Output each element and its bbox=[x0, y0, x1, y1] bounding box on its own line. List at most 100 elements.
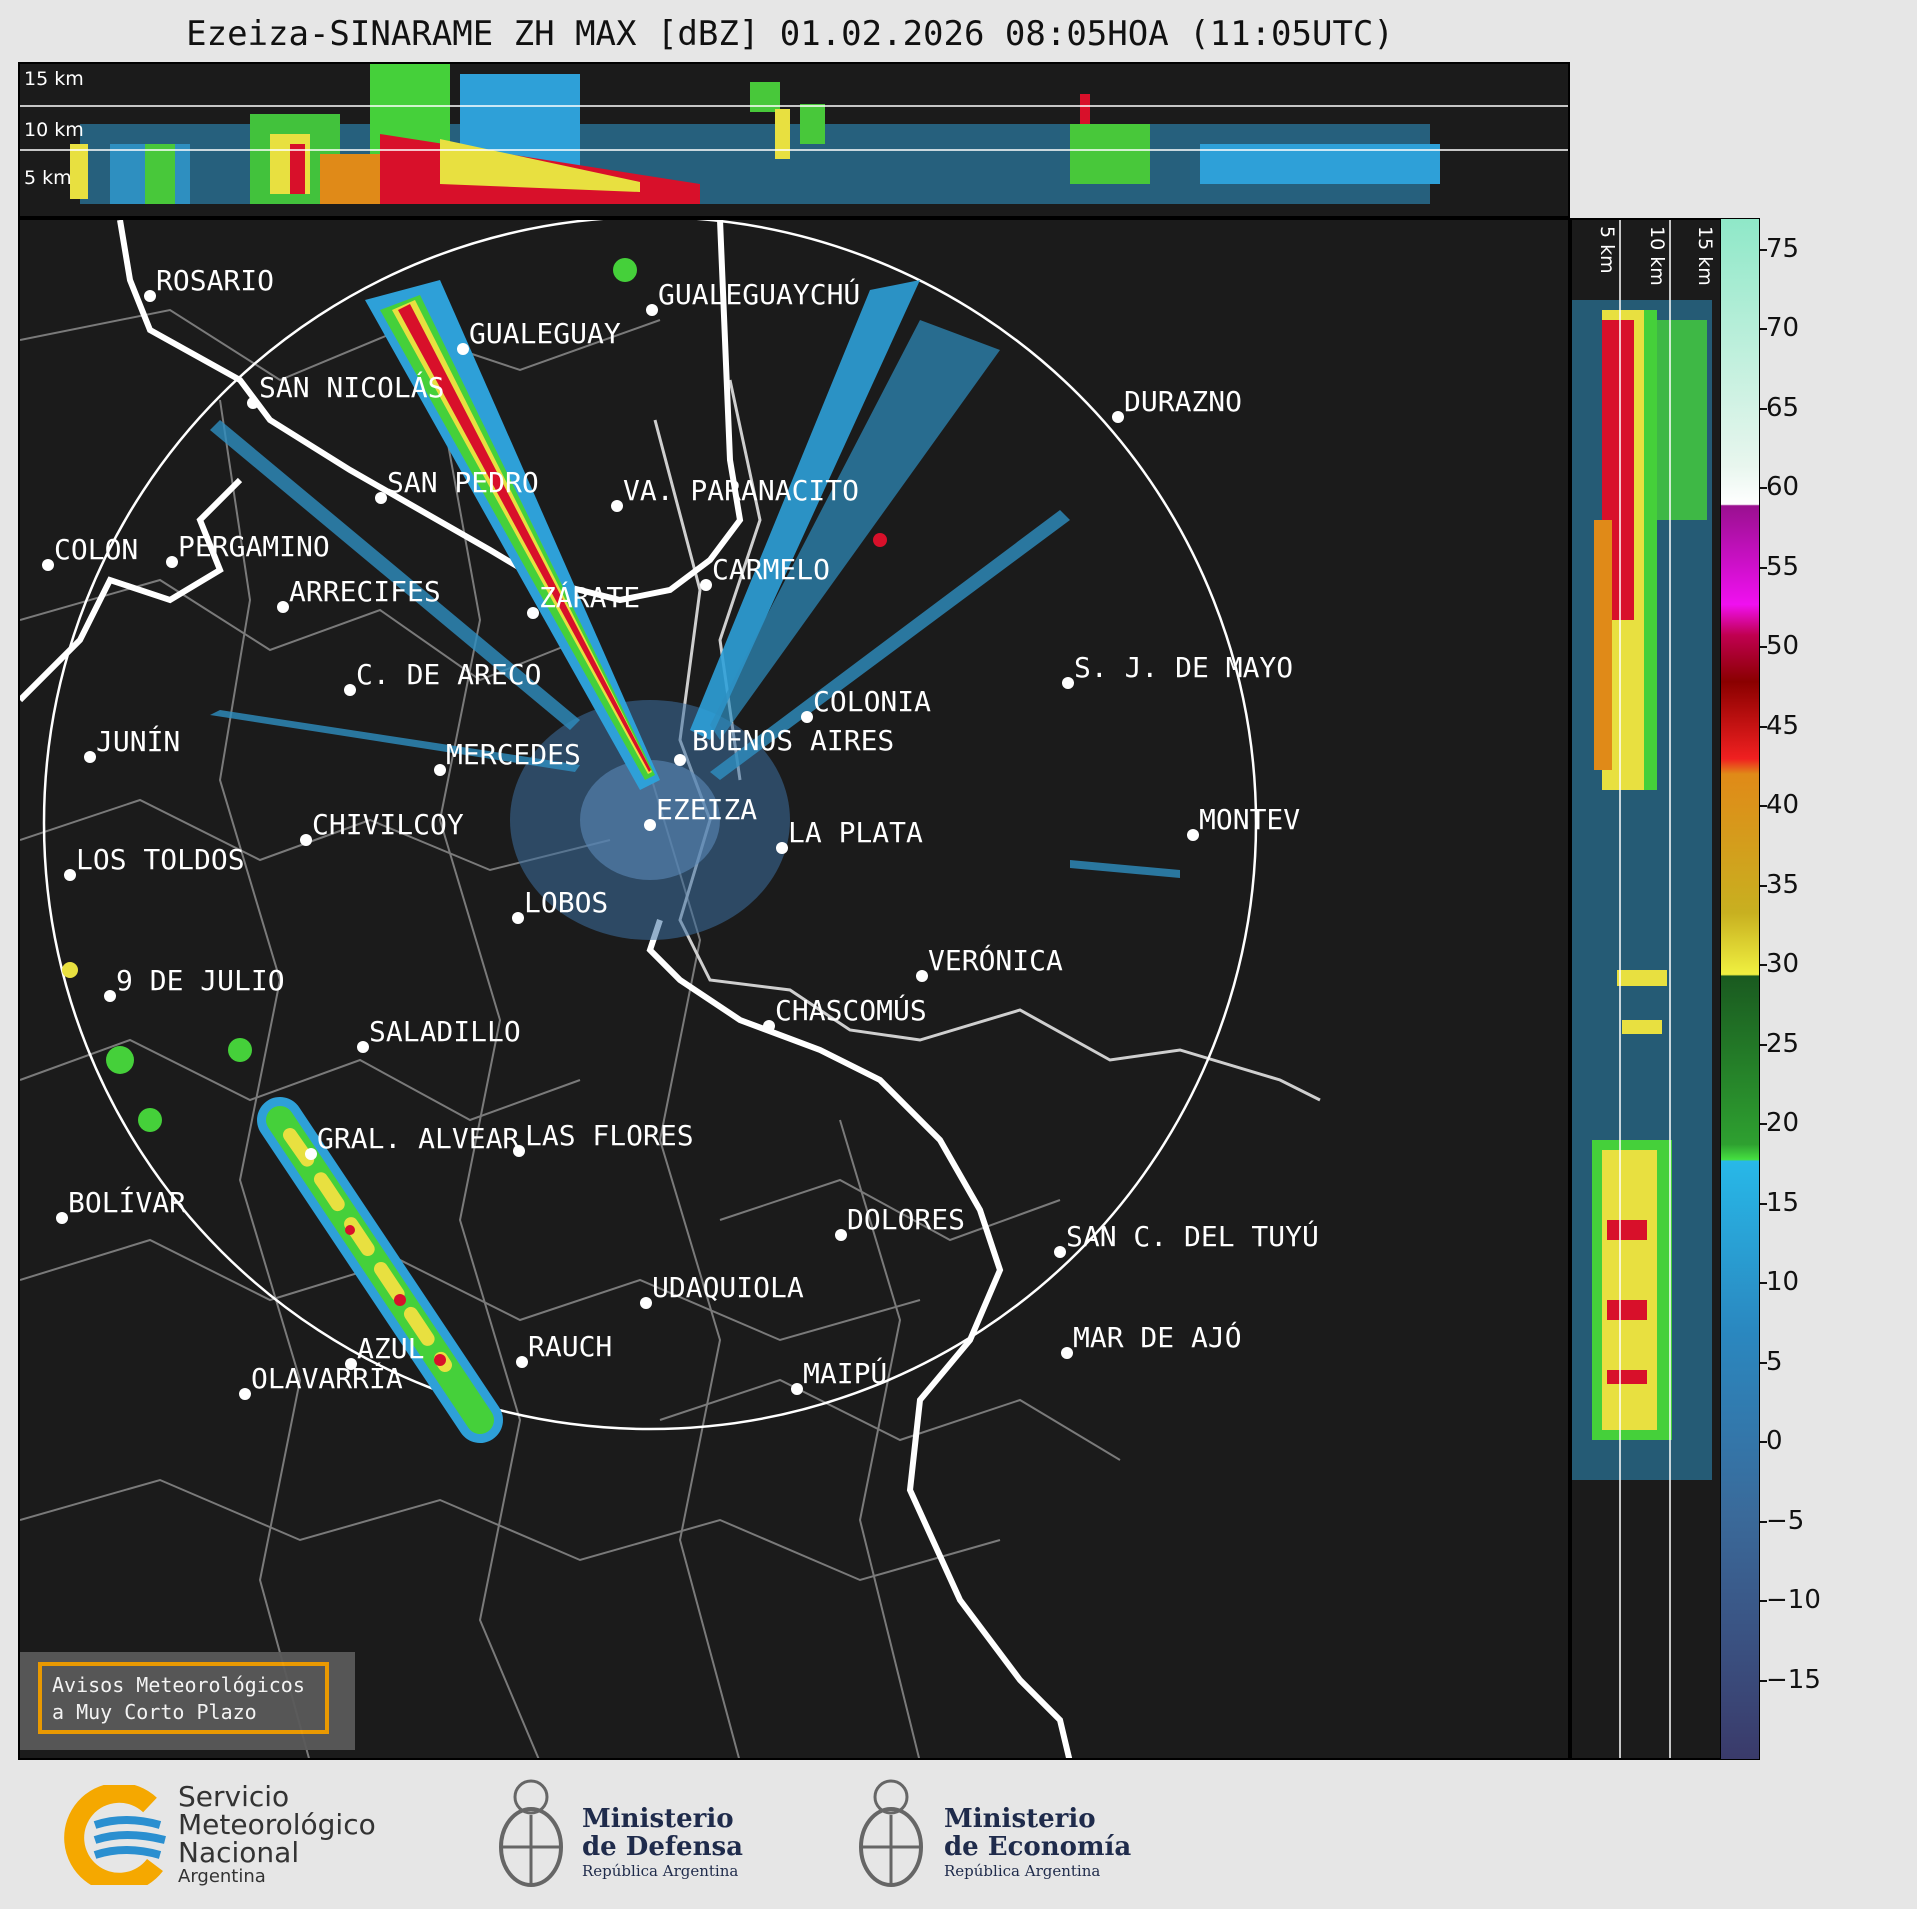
colorbar-tick-mark bbox=[1760, 725, 1767, 728]
smn-line-1: Servicio bbox=[178, 1780, 290, 1813]
top-cross-section-panel: 15 km 10 km 5 km bbox=[18, 62, 1570, 218]
echo-beam-northeast bbox=[690, 280, 920, 740]
smn-logo-icon bbox=[64, 1785, 166, 1885]
city-label: AZUL bbox=[357, 1332, 425, 1365]
radar-map-panel: ROSARIO GUALEGUAYCHÚ GUALEGUAY SAN NICOL… bbox=[18, 218, 1570, 1760]
city-label: COLON bbox=[54, 533, 139, 566]
height-label-5km: 5 km bbox=[24, 167, 72, 189]
colorbar-tick-label: 10 bbox=[1766, 1267, 1800, 1298]
city-label: MAIPÚ bbox=[803, 1357, 888, 1390]
city-label: MONTEV bbox=[1199, 803, 1301, 836]
colorbar-tick-label: 30 bbox=[1766, 949, 1800, 980]
city-label: ZÁRATE bbox=[539, 581, 641, 614]
colorbar-tick-mark bbox=[1760, 1600, 1767, 1603]
city-label: RAUCH bbox=[528, 1330, 613, 1363]
colorbar-tick-mark bbox=[1760, 407, 1767, 410]
city-label: SALADILLO bbox=[369, 1015, 521, 1048]
city-label: ROSARIO bbox=[156, 264, 275, 297]
colorbar-tick-label: 75 bbox=[1766, 233, 1800, 264]
colorbar-tick-label: 0 bbox=[1766, 1426, 1783, 1457]
colorbar-tick-label: 50 bbox=[1766, 631, 1800, 662]
city-label: GUALEGUAYCHÚ bbox=[658, 278, 861, 311]
smn-line-3: Nacional bbox=[178, 1836, 300, 1869]
city-label: LOS TOLDOS bbox=[76, 843, 245, 876]
colorbar-tick-mark bbox=[1760, 566, 1767, 569]
city-label: EZEIZA bbox=[656, 793, 758, 826]
city-label: C. DE ARECO bbox=[356, 658, 542, 691]
colorbar-tick-label: 35 bbox=[1766, 869, 1800, 900]
height-label-10km: 10 km bbox=[1646, 226, 1668, 286]
colorbar-tick-label: 65 bbox=[1766, 392, 1800, 423]
storm-cell-northeast bbox=[873, 533, 887, 547]
colorbar-tick-label: 15 bbox=[1766, 1187, 1800, 1218]
city-label: JUNÍN bbox=[96, 725, 181, 758]
city-label: CARMELO bbox=[712, 553, 831, 586]
city-label: VERÓNICA bbox=[928, 944, 1063, 977]
top-cross-section-echoes bbox=[20, 64, 1568, 204]
city-label: LAS FLORES bbox=[525, 1119, 694, 1152]
city-label: LOBOS bbox=[524, 886, 609, 919]
colorbar-tick-mark bbox=[1760, 1679, 1767, 1682]
colorbar-tick-label: −15 bbox=[1766, 1664, 1821, 1695]
colorbar-tick-mark bbox=[1760, 964, 1767, 967]
smn-line-4: Argentina bbox=[178, 1866, 266, 1887]
city-label: 9 DE JULIO bbox=[116, 964, 285, 997]
city-label: LA PLATA bbox=[788, 816, 923, 849]
colorbar-tick-mark bbox=[1760, 328, 1767, 331]
colorbar-tick-mark bbox=[1760, 805, 1767, 808]
city-label: S. J. DE MAYO bbox=[1074, 651, 1294, 684]
department-borders bbox=[20, 308, 1121, 1758]
colorbar-tick-mark bbox=[1760, 248, 1767, 251]
city-label: VA. PARANACITO bbox=[623, 474, 860, 507]
colorbar-tick-label: 40 bbox=[1766, 790, 1800, 821]
defensa-line-1: Ministerio bbox=[582, 1804, 734, 1834]
city-label: DURAZNO bbox=[1124, 385, 1243, 418]
colorbar-tick-label: 25 bbox=[1766, 1028, 1800, 1059]
city-label: PERGAMINO bbox=[178, 530, 330, 563]
colorbar-tick-mark bbox=[1760, 1123, 1767, 1126]
colorbar-tick-mark bbox=[1760, 1520, 1767, 1523]
economia-line-3: República Argentina bbox=[944, 1862, 1101, 1880]
smn-line-2: Meteorológico bbox=[178, 1808, 376, 1841]
city-label: GUALEGUAY bbox=[469, 317, 621, 350]
city-label: ARRECIFES bbox=[289, 575, 441, 608]
city-label: BUENOS AIRES bbox=[692, 724, 895, 757]
alerts-box-frame: Avisos Meteorológicos a Muy Corto Plazo bbox=[38, 1662, 329, 1734]
storm-line-southwest bbox=[62, 962, 503, 1443]
city-label: OLAVARRÍA bbox=[251, 1362, 403, 1395]
defensa-line-2: de Defensa bbox=[582, 1832, 743, 1862]
colorbar-tick-label: 45 bbox=[1766, 710, 1800, 741]
economia-line-1: Ministerio bbox=[944, 1804, 1096, 1834]
defensa-logo-text: Ministerio de Defensa República Argentin… bbox=[582, 1805, 743, 1881]
city-label: MAR DE AJÓ bbox=[1073, 1321, 1242, 1354]
city-label: GRAL. ALVEAR bbox=[317, 1122, 520, 1155]
argentina-coat-of-arms-icon bbox=[499, 1779, 563, 1887]
colorbar-tick-mark bbox=[1760, 1043, 1767, 1046]
city-label: MERCEDES bbox=[446, 738, 581, 771]
city-label: SAN NICOLÁS bbox=[259, 371, 445, 404]
colorbar-tick-mark bbox=[1760, 1282, 1767, 1285]
city-label: CHIVILCOY bbox=[312, 808, 464, 841]
city-label: DOLORES bbox=[847, 1203, 966, 1236]
colorbar-tick-mark bbox=[1760, 646, 1767, 649]
colorbar-tick-label: 5 bbox=[1766, 1346, 1783, 1377]
city-label: SAN C. DEL TUYÚ bbox=[1066, 1220, 1319, 1253]
reflectivity-colorbar bbox=[1720, 218, 1760, 1760]
colorbar-tick-label: 60 bbox=[1766, 472, 1800, 503]
city-label: CHASCOMÚS bbox=[775, 994, 927, 1027]
colorbar-tick-label: 55 bbox=[1766, 551, 1800, 582]
side-cross-section-echoes bbox=[1572, 220, 1712, 1758]
radar-map bbox=[20, 220, 1321, 1758]
city-label: COLONIA bbox=[813, 685, 932, 718]
city-label: UDAQUIOLA bbox=[652, 1271, 804, 1304]
colorbar-tick-label: −5 bbox=[1766, 1505, 1805, 1536]
alerts-box[interactable]: Avisos Meteorológicos a Muy Corto Plazo bbox=[20, 1652, 355, 1750]
economia-line-2: de Economía bbox=[944, 1832, 1132, 1862]
smn-logo-text: Servicio Meteorológico Nacional Argentin… bbox=[178, 1783, 376, 1887]
colorbar-tick-mark bbox=[1760, 1361, 1767, 1364]
colorbar-tick-mark bbox=[1760, 1202, 1767, 1205]
colorbar-tick-mark bbox=[1760, 884, 1767, 887]
alerts-line-2: a Muy Corto Plazo bbox=[52, 1700, 257, 1724]
colorbar-tick-label: 70 bbox=[1766, 313, 1800, 344]
colorbar-tick-mark bbox=[1760, 1441, 1767, 1444]
